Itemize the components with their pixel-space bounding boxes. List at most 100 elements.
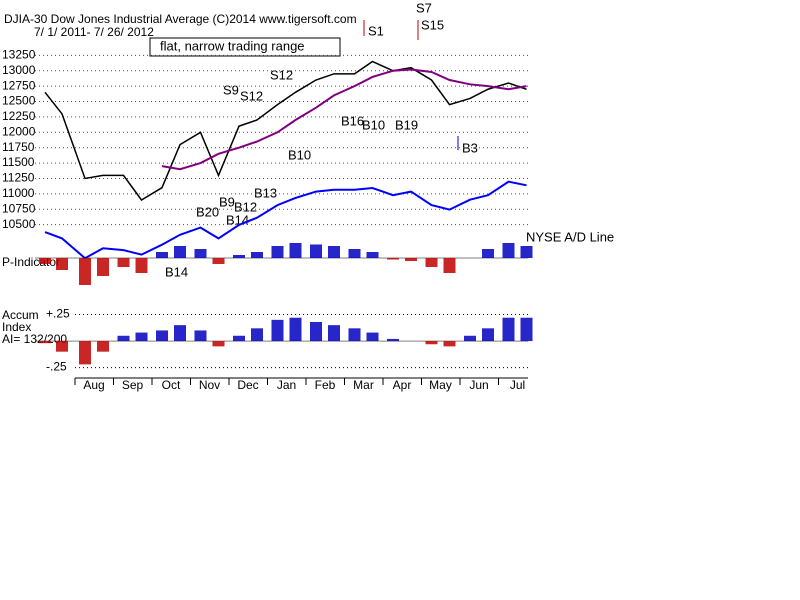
bar — [135, 332, 148, 342]
bar — [502, 317, 515, 342]
bar — [464, 335, 476, 342]
x-tick-label: Sep — [122, 378, 144, 392]
y-tick-label: 11250 — [2, 171, 35, 185]
annotation: B9 — [219, 194, 235, 209]
annotation: B20 — [196, 204, 219, 219]
annotation: S9 — [223, 82, 239, 97]
bar — [174, 325, 186, 342]
bar — [79, 258, 91, 285]
bar — [310, 244, 322, 258]
x-tick-label: Dec — [237, 378, 258, 392]
bar — [289, 317, 302, 342]
bar — [39, 341, 51, 344]
annotation: S15 — [421, 17, 444, 32]
bar — [56, 258, 68, 270]
bar — [328, 246, 340, 258]
y-tick-label: -.25 — [46, 360, 67, 374]
y-tick-label: 11750 — [2, 140, 35, 154]
x-tick-label: Nov — [199, 378, 220, 392]
x-tick-label: Mar — [353, 378, 374, 392]
y-tick-label: 13250 — [2, 48, 36, 62]
annotation: B14 — [165, 264, 188, 279]
bar — [56, 341, 68, 352]
series-line — [44, 60, 527, 201]
series-line — [161, 68, 527, 171]
bar — [251, 328, 263, 342]
bar — [271, 246, 284, 258]
annotation-box — [149, 37, 341, 57]
bar — [366, 332, 379, 342]
y-tick-label: 10500 — [2, 217, 36, 231]
y-tick-label: 10750 — [2, 201, 36, 215]
panel-label: Index — [2, 320, 31, 334]
annotation: B10 — [362, 117, 385, 132]
bar — [482, 249, 494, 258]
bar — [387, 258, 399, 260]
bar — [194, 330, 207, 342]
bar — [425, 341, 438, 345]
annotation: flat, narrow trading range — [160, 38, 305, 53]
bar — [520, 246, 533, 258]
annotation: B10 — [288, 147, 311, 162]
bar — [482, 328, 494, 342]
annotation: B16 — [341, 113, 364, 128]
bar — [520, 317, 533, 342]
bar — [387, 338, 399, 342]
x-tick-label: Feb — [315, 378, 336, 392]
x-tick-label: Jun — [469, 378, 488, 392]
annotation: B13 — [254, 185, 277, 200]
y-tick-label: 12750 — [2, 78, 36, 92]
bar — [174, 246, 186, 258]
panel-label: P-Indicator — [2, 255, 60, 269]
annotation: S12 — [240, 88, 263, 103]
bar — [97, 258, 109, 276]
y-tick-label: 12250 — [2, 109, 36, 123]
x-tick-label: Jul — [510, 378, 525, 392]
x-tick-label: Aug — [83, 378, 104, 392]
y-tick-label: 12000 — [2, 124, 36, 138]
bar — [251, 252, 263, 258]
bar — [405, 258, 417, 261]
bar — [348, 328, 361, 342]
series-line — [44, 180, 527, 260]
x-tick-label: May — [429, 378, 452, 392]
panel-label: AI= 132/200 — [2, 332, 67, 346]
bar — [310, 321, 322, 342]
bar — [212, 341, 225, 347]
annotation: NYSE A/D Line — [526, 229, 614, 244]
bar — [194, 249, 207, 258]
y-tick-label: 12500 — [2, 94, 36, 108]
bar — [135, 258, 148, 273]
bar — [425, 258, 438, 267]
bar — [502, 243, 515, 258]
bar — [348, 249, 361, 258]
bar — [156, 252, 168, 258]
bar — [212, 258, 225, 264]
bar — [156, 330, 168, 342]
bar — [39, 258, 51, 264]
bar — [271, 319, 284, 342]
y-tick-label: 13000 — [2, 63, 36, 77]
x-tick-label: Oct — [162, 378, 181, 392]
annotation: B12 — [234, 199, 257, 214]
bar — [79, 341, 91, 365]
bar — [443, 258, 456, 273]
bar — [117, 258, 130, 267]
bar — [366, 252, 379, 258]
annotation: B19 — [395, 117, 418, 132]
y-tick-label: +.25 — [46, 307, 70, 321]
y-tick-label: 11500 — [2, 155, 35, 169]
bar — [443, 341, 456, 347]
annotation: S12 — [270, 67, 293, 82]
chart-subtitle: 7/ 1/ 2011- 7/ 26/ 2012 — [34, 25, 154, 39]
y-tick-label: 11000 — [2, 186, 35, 200]
annotation: S7 — [416, 0, 432, 15]
bar — [233, 335, 245, 342]
x-tick-label: Jan — [277, 378, 296, 392]
panel-label: Accum — [2, 308, 39, 322]
bar — [328, 325, 340, 342]
bar — [97, 341, 109, 352]
annotation: S1 — [368, 23, 384, 38]
